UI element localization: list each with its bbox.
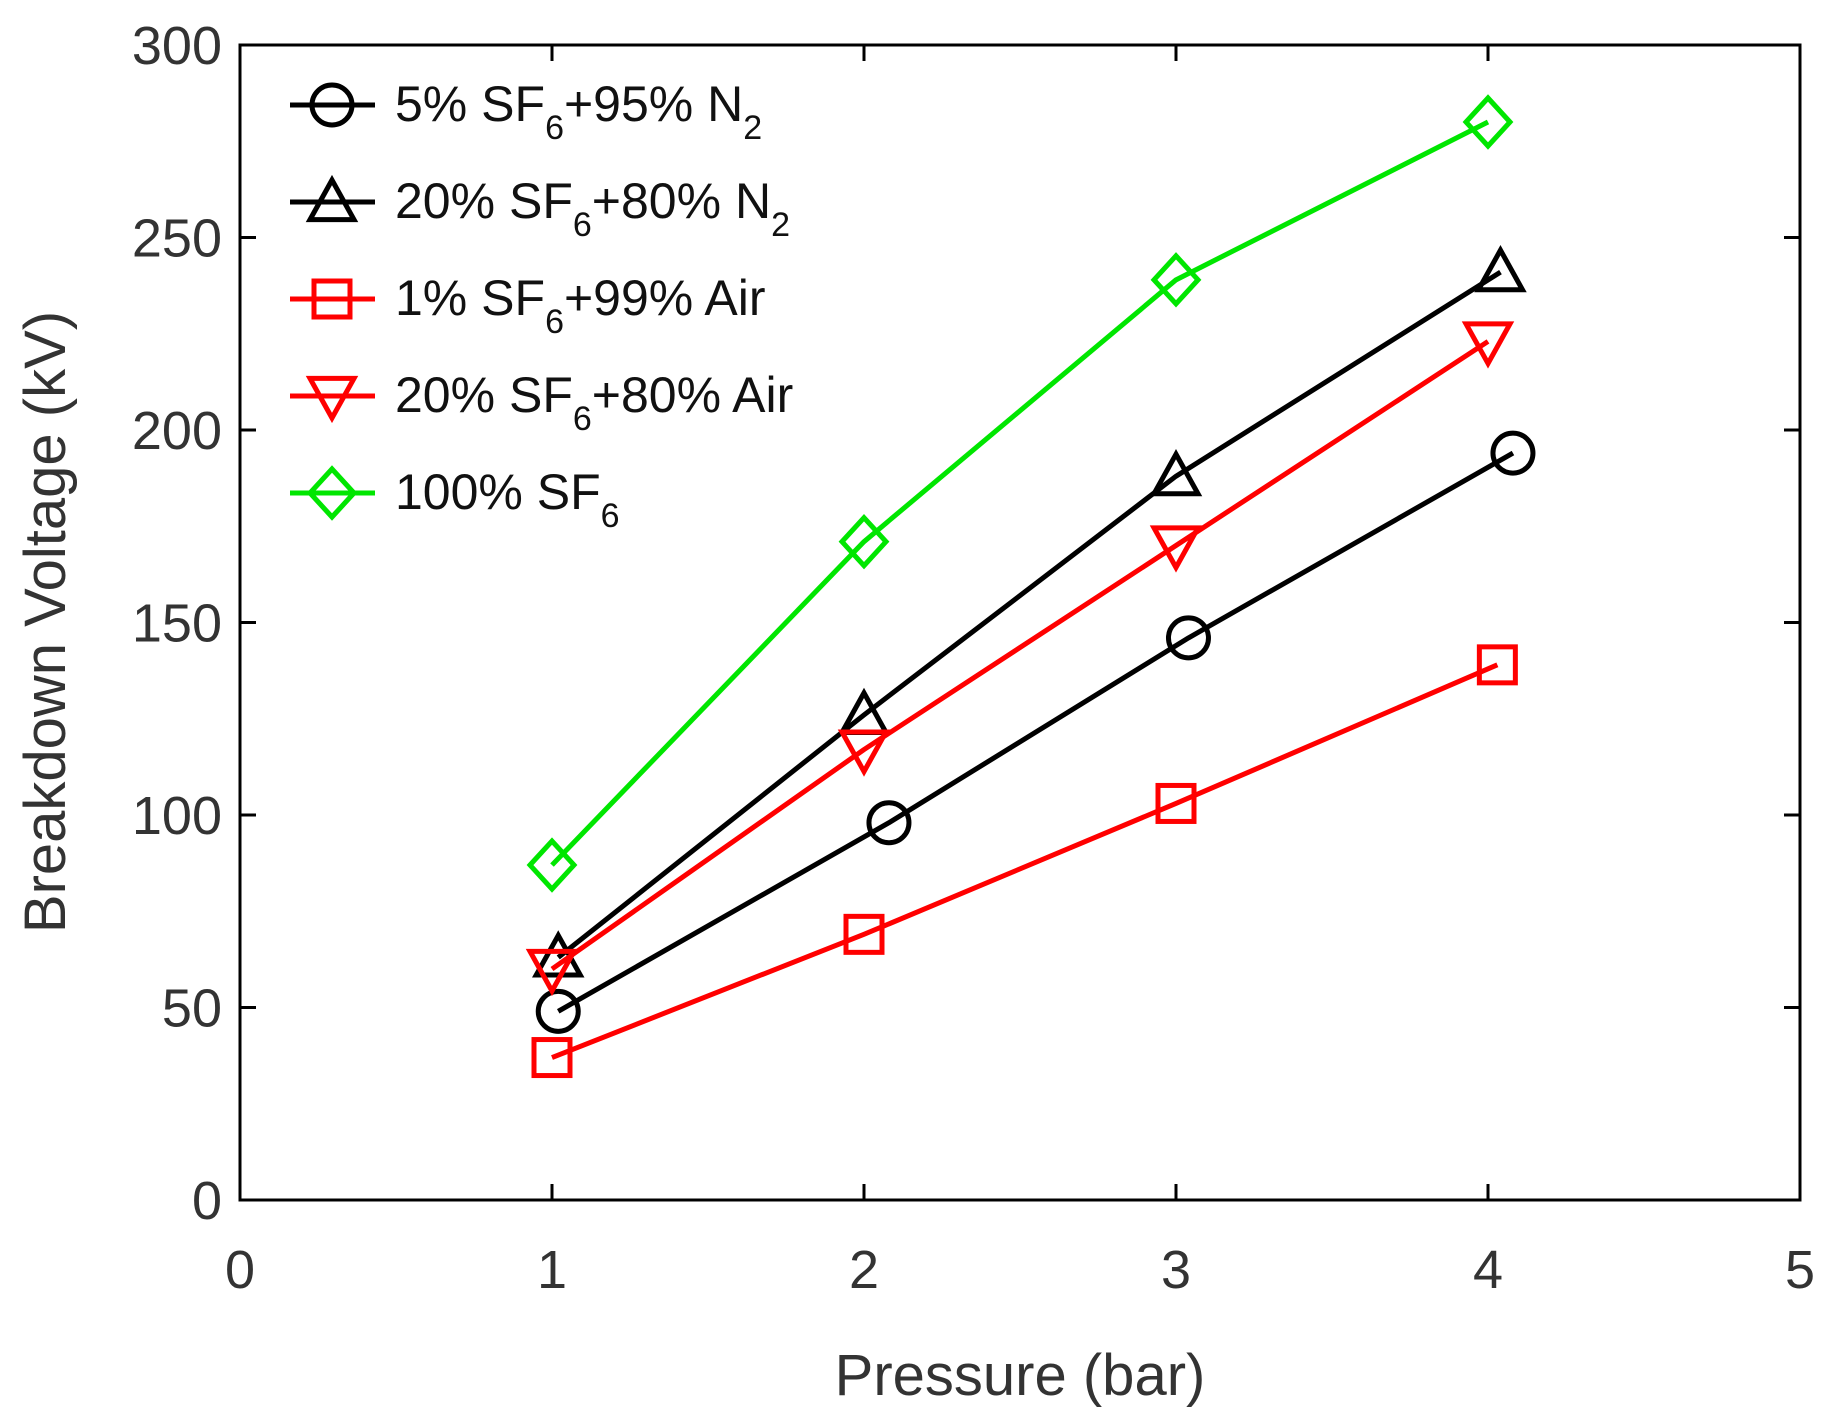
legend-marker xyxy=(309,82,355,128)
series-line xyxy=(557,450,1515,1014)
x-tick-label: 1 xyxy=(537,1240,567,1300)
data-point-triangle-down xyxy=(1461,321,1515,369)
data-point-diamond xyxy=(526,837,578,893)
y-tick-label: 250 xyxy=(132,209,222,269)
series-line xyxy=(550,339,1490,972)
legend-entry: 20% SF6+80% Air xyxy=(290,367,793,438)
data-point-triangle-down xyxy=(837,729,891,777)
y-tick-label: 0 xyxy=(192,1171,222,1231)
series-0 xyxy=(535,430,1536,1034)
data-point-square xyxy=(1155,782,1197,824)
data-point-square xyxy=(843,913,885,955)
data-point-circle xyxy=(1490,430,1536,476)
series-4 xyxy=(526,94,1514,893)
data-point-circle xyxy=(535,988,581,1034)
y-tick-label: 150 xyxy=(132,594,222,654)
data-point-triangle-down xyxy=(525,948,579,997)
y-tick-label: 300 xyxy=(132,16,222,76)
legend-marker xyxy=(305,174,359,223)
data-point-circle xyxy=(1165,615,1211,661)
series-3 xyxy=(525,321,1515,997)
plot-frame xyxy=(238,43,1802,1202)
legend-label: 20% SF6+80% Air xyxy=(395,367,793,438)
data-point-circle xyxy=(866,800,912,846)
series-line xyxy=(551,662,1499,1060)
y-tick-label: 100 xyxy=(132,786,222,846)
y-tick-label: 50 xyxy=(162,979,222,1039)
x-tick-label: 4 xyxy=(1473,1240,1503,1300)
legend-label: 100% SF6 xyxy=(395,464,620,535)
x-axis-title: Pressure (bar) xyxy=(835,1343,1206,1408)
legend-entry: 1% SF6+99% Air xyxy=(290,270,766,341)
x-tick-label: 0 xyxy=(225,1240,255,1300)
data-point-square xyxy=(1476,644,1518,686)
y-tick-label: 200 xyxy=(132,401,222,461)
data-point-diamond xyxy=(1462,94,1514,150)
x-tick-label: 3 xyxy=(1161,1240,1191,1300)
legend-entry: 5% SF6+95% N2 xyxy=(290,76,762,147)
series-line xyxy=(550,119,1490,867)
series-2 xyxy=(531,644,1518,1079)
legend-label: 1% SF6+99% Air xyxy=(395,270,766,341)
legend-marker xyxy=(311,278,353,320)
legend-label: 20% SF6+80% N2 xyxy=(395,173,790,244)
series-line xyxy=(556,270,1502,960)
data-point-triangle-up xyxy=(1149,449,1203,497)
legend-marker xyxy=(305,375,359,424)
data-point-triangle-up xyxy=(1474,245,1527,293)
legend: 5% SF6+95% N2 20% SF6+80% N2 1% SF6+99% Ai… xyxy=(290,76,793,535)
legend-entry: 20% SF6+80% N2 xyxy=(290,173,790,244)
y-axis-title: Breakdown Voltage (kV) xyxy=(13,311,78,933)
data-point-diamond xyxy=(838,513,890,570)
x-tick-label: 2 xyxy=(849,1240,879,1300)
legend-entry: 100% SF6 xyxy=(290,464,620,535)
x-tick-label: 5 xyxy=(1785,1240,1815,1300)
legend-label: 5% SF6+95% N2 xyxy=(395,76,762,147)
data-point-diamond xyxy=(1150,252,1202,308)
data-point-square xyxy=(531,1037,573,1079)
series-layer xyxy=(525,94,1536,1079)
legend-marker xyxy=(306,465,358,521)
data-point-triangle-down xyxy=(1149,525,1203,573)
